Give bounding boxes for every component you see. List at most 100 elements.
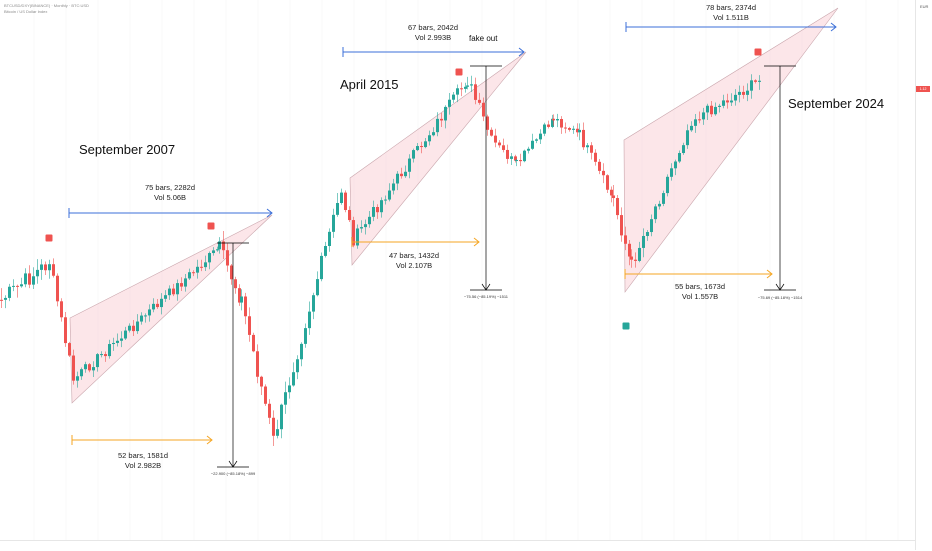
range-arrow-2007-top-head — [266, 208, 273, 218]
candle — [494, 128, 497, 148]
candle — [8, 283, 11, 302]
range-bars-2007-bottom: 52 bars, 1581d — [117, 451, 169, 460]
candle — [578, 123, 581, 141]
candle-body — [486, 116, 489, 130]
candle-body — [140, 315, 143, 322]
candle-body — [156, 303, 159, 308]
candle-body — [610, 189, 613, 196]
candle-body — [312, 295, 315, 312]
candle-body — [256, 351, 259, 377]
candle-body — [238, 288, 241, 303]
candle-body — [48, 264, 51, 271]
candle-body — [284, 392, 287, 405]
candle — [230, 264, 233, 285]
candle-body — [12, 285, 15, 287]
range-bars-2015-bottom: 47 bars, 1432d — [388, 251, 440, 260]
range-label-2007-bottom: 52 bars, 1581d Vol 2.982B — [118, 451, 168, 471]
candle-body — [56, 275, 59, 302]
currency-label[interactable]: EUR — [920, 4, 929, 9]
drop-line-2015-head — [481, 283, 491, 291]
range-vol-2007-bottom: Vol 2.982B — [124, 461, 162, 470]
candle — [436, 112, 439, 137]
candle — [498, 140, 501, 148]
candle — [160, 293, 163, 315]
candle-body — [64, 317, 67, 344]
wedge-layer — [69, 7, 839, 404]
era-label-2007: September 2007 — [79, 142, 176, 157]
candle-body — [734, 94, 737, 101]
candle — [551, 114, 554, 129]
candle-body — [448, 99, 451, 107]
candle-body — [478, 99, 481, 103]
candle-body — [28, 273, 31, 285]
candle-body — [240, 296, 243, 303]
candle — [572, 125, 575, 134]
candle-body — [40, 264, 43, 270]
candle-body — [634, 259, 637, 261]
candle — [690, 121, 693, 132]
candle-body — [200, 266, 203, 268]
candle — [124, 326, 127, 341]
candle-body — [376, 207, 379, 213]
candle — [308, 301, 311, 335]
candle — [312, 292, 315, 320]
candle — [642, 228, 645, 258]
candle-body — [551, 118, 554, 127]
candle — [196, 259, 199, 279]
candle-body — [8, 286, 11, 298]
candle-body — [642, 235, 645, 248]
candle-body — [372, 207, 375, 217]
candle-body — [758, 80, 761, 82]
candle-body — [630, 256, 633, 260]
candle-body — [690, 125, 693, 131]
candle-body — [628, 243, 631, 257]
candle — [72, 349, 75, 385]
candle-body — [452, 94, 455, 100]
drop-label-2007: −22.900 (−85.18%) −899 — [210, 471, 256, 476]
candle — [200, 259, 203, 272]
candle-body — [662, 193, 665, 204]
candle-body — [498, 142, 501, 146]
candle — [68, 341, 71, 358]
candle-body — [296, 359, 299, 373]
candle-body — [96, 354, 99, 368]
grid-layer — [33, 0, 899, 540]
candle — [104, 351, 107, 362]
candle-body — [112, 342, 115, 345]
candle — [726, 93, 729, 109]
candle — [432, 127, 435, 137]
candle — [192, 270, 195, 277]
candle-body — [582, 129, 585, 148]
candle — [100, 351, 103, 358]
candle-body — [234, 279, 237, 289]
candle-body — [20, 284, 23, 287]
candle-body — [164, 295, 167, 299]
candle-body — [248, 316, 251, 335]
candle — [420, 141, 423, 154]
candle — [612, 185, 615, 207]
candle — [272, 410, 275, 447]
price-axis[interactable] — [915, 0, 932, 550]
candle — [396, 171, 399, 191]
candle — [380, 197, 383, 218]
candle — [564, 122, 567, 134]
candle-body — [470, 84, 473, 86]
candle — [168, 285, 171, 300]
range-arrow-2015-top-head — [518, 47, 525, 57]
candle — [288, 377, 291, 399]
time-axis[interactable] — [0, 540, 915, 551]
candle-body — [128, 325, 131, 331]
candle — [478, 92, 481, 105]
candle-body — [670, 168, 673, 177]
candle-body — [556, 118, 559, 121]
candle-body — [590, 145, 593, 153]
candle-body — [104, 354, 107, 357]
last-price-tag: 1.12 — [916, 86, 930, 92]
candle-body — [428, 135, 431, 142]
candle — [628, 239, 631, 266]
candle — [252, 332, 255, 353]
candle — [48, 259, 51, 279]
candle-body — [482, 102, 485, 117]
candle — [646, 230, 649, 241]
